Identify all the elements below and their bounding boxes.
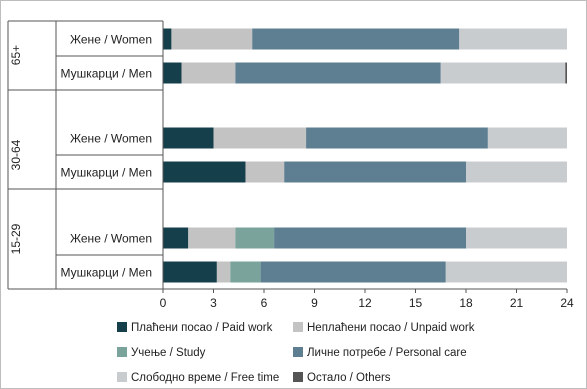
x-tick-label: 21 bbox=[510, 296, 524, 310]
legend-swatch bbox=[293, 322, 303, 332]
x-tick-label: 15 bbox=[409, 296, 423, 310]
bar-segment bbox=[181, 62, 236, 84]
bar-segment bbox=[445, 261, 567, 283]
bar-segment bbox=[163, 127, 214, 149]
x-tick-label: 24 bbox=[560, 296, 574, 310]
legend-swatch bbox=[293, 372, 303, 382]
bar-segment bbox=[284, 161, 466, 183]
category-label: Жене / Women bbox=[70, 232, 152, 246]
x-tick-label: 12 bbox=[358, 296, 372, 310]
legend-swatch bbox=[117, 347, 127, 357]
bar-segment bbox=[163, 28, 172, 50]
legend-swatch bbox=[117, 372, 127, 382]
bar-segment bbox=[260, 261, 446, 283]
category-label: Мушкарци / Men bbox=[60, 67, 152, 81]
x-tick-label: 0 bbox=[160, 296, 167, 310]
x-tick-label: 6 bbox=[261, 296, 268, 310]
legend-label: Личне потребе / Personal care bbox=[307, 347, 467, 359]
x-tick-label: 3 bbox=[210, 296, 217, 310]
bar-segment bbox=[163, 62, 182, 84]
bar-segment bbox=[565, 62, 567, 84]
bar-segment bbox=[440, 62, 566, 84]
category-label: Мушкарци / Men bbox=[60, 166, 152, 180]
legend-label: Неплаћени посао / Unpaid work bbox=[307, 322, 475, 334]
bar-segment bbox=[230, 261, 261, 283]
bar-segment bbox=[235, 62, 441, 84]
group-label: 30-64 bbox=[9, 139, 23, 170]
bar-segment bbox=[163, 261, 217, 283]
legend-swatch bbox=[293, 347, 303, 357]
bar-segment bbox=[466, 161, 567, 183]
bar-segment bbox=[216, 261, 231, 283]
bar-segment bbox=[163, 227, 189, 249]
bar-segment bbox=[163, 161, 246, 183]
bar-segment bbox=[188, 227, 236, 249]
group-label: 65+ bbox=[9, 45, 23, 65]
bar-segment bbox=[213, 127, 307, 149]
group-label: 15-29 bbox=[9, 223, 23, 254]
bar-segment bbox=[306, 127, 488, 149]
bar-segment bbox=[171, 28, 253, 50]
legend-label: Остало / Others bbox=[307, 372, 391, 384]
x-tick-label: 18 bbox=[459, 296, 473, 310]
category-label: Мушкарци / Men bbox=[60, 266, 152, 280]
bar-segment bbox=[245, 161, 285, 183]
bar-segment bbox=[459, 28, 567, 50]
bar-segment bbox=[252, 28, 460, 50]
bar-segment bbox=[235, 227, 275, 249]
category-label: Жене / Women bbox=[70, 33, 152, 47]
x-tick-label: 9 bbox=[311, 296, 318, 310]
legend-swatch bbox=[117, 322, 127, 332]
legend-label: Плаћени посао / Paid work bbox=[131, 322, 273, 334]
legend-label: Учење / Study bbox=[131, 347, 206, 359]
legend: Плаћени посао / Paid work Неплаћени посао… bbox=[117, 322, 475, 384]
plot-area: Жене / Women Мушкарци / Men 65+ Жене / Wome… bbox=[7, 20, 574, 310]
bar-segment bbox=[274, 227, 466, 249]
category-label: Жене / Women bbox=[70, 132, 152, 146]
bar-segment bbox=[466, 227, 567, 249]
bar-segment bbox=[487, 127, 567, 149]
legend-label: Слободно време / Free time bbox=[131, 372, 279, 384]
